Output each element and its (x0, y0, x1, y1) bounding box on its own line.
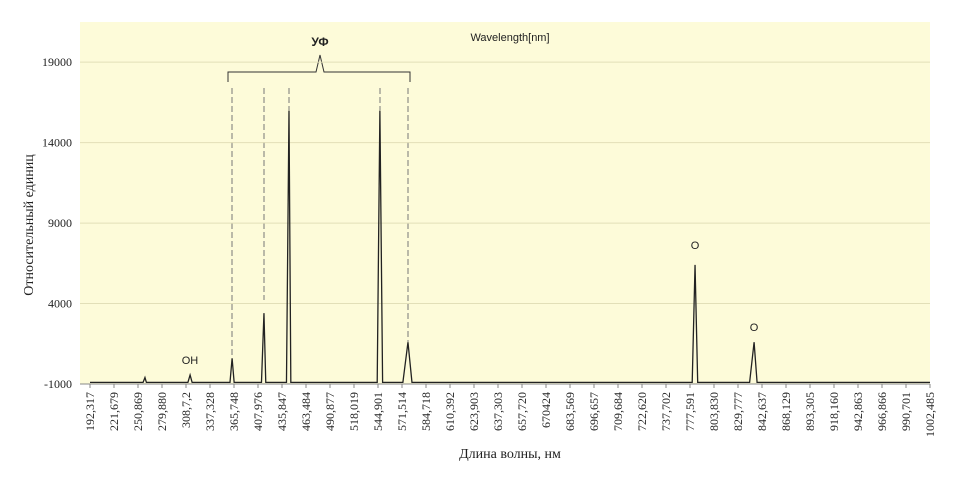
x-tick-label: 308,7,2 (179, 392, 193, 428)
x-tick-label: 279,880 (155, 392, 169, 431)
y-axis-label: Относительный единиц (22, 154, 37, 296)
x-tick-label: 918,160 (827, 392, 841, 431)
x-tick-label: 518,019 (347, 392, 361, 431)
x-tick-label: 696,657 (587, 392, 601, 431)
y-tick-label: 14000 (42, 136, 72, 150)
y-tick-label: 9000 (48, 216, 72, 230)
y-tick-label: 4000 (48, 297, 72, 311)
x-tick-label: 942,863 (851, 392, 865, 431)
spectrum-line (90, 110, 930, 384)
y-tick-label: -1000 (44, 377, 72, 391)
x-tick-label: 250,869 (131, 392, 145, 431)
x-tick-label: 829,777 (731, 392, 745, 431)
x-tick-label: 803,830 (707, 392, 721, 431)
x-tick-label: 610,392 (443, 392, 457, 431)
x-tick-label: 737,702 (659, 392, 673, 431)
x-tick-label: 584,718 (419, 392, 433, 431)
x-tick-label: 1002,485 (923, 392, 937, 437)
x-tick-label: 571,514 (395, 392, 409, 431)
x-tick-label: 990,701 (899, 392, 913, 431)
annotation: O (691, 240, 700, 252)
chart-title: Wavelength[nm] (470, 32, 549, 44)
x-tick-label: 435,847 (275, 392, 289, 431)
x-tick-label: 842,637 (755, 392, 769, 431)
y-tick-label: 19000 (42, 55, 72, 69)
x-tick-label: 777,591 (683, 392, 697, 431)
x-tick-label: 463,484 (299, 392, 313, 431)
x-tick-label: 966,866 (875, 392, 889, 431)
x-tick-label: 221,679 (107, 392, 121, 431)
x-tick-label: 868,129 (779, 392, 793, 431)
x-tick-label: 657,720 (515, 392, 529, 431)
x-tick-label: 544,901 (371, 392, 385, 431)
x-axis-label: Длина волны, нм (459, 447, 561, 462)
x-tick-label: 407,976 (251, 392, 265, 431)
annotation: УФ (311, 35, 328, 49)
x-tick-label: 192,317 (83, 392, 97, 431)
x-tick-label: 365,748 (227, 392, 241, 431)
plot-area (80, 22, 930, 384)
x-tick-label: 490,877 (323, 392, 337, 431)
x-tick-label: 893,305 (803, 392, 817, 431)
x-tick-label: 637,303 (491, 392, 505, 431)
x-tick-label: 683,569 (563, 392, 577, 431)
x-tick-label: 623,903 (467, 392, 481, 431)
x-tick-label: 670424 (539, 392, 553, 428)
annotation: OH (182, 355, 199, 367)
x-tick-label: 337,328 (203, 392, 217, 431)
x-tick-label: 722,620 (635, 392, 649, 431)
annotation: O (750, 322, 759, 334)
x-tick-label: 709,684 (611, 392, 625, 431)
